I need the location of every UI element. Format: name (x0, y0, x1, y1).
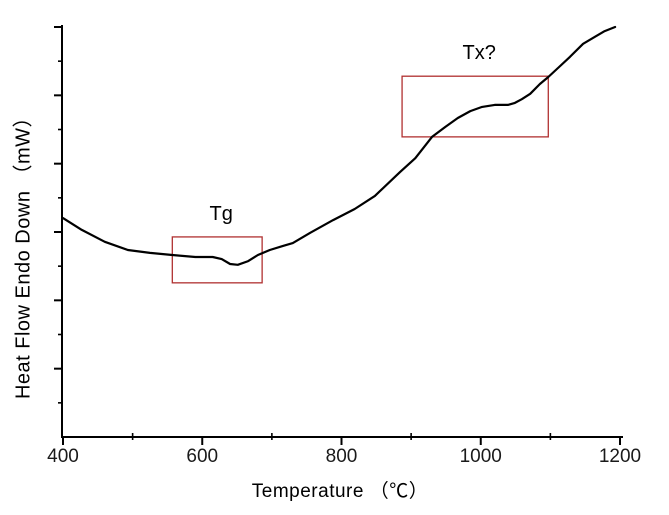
x-tick-label: 400 (47, 446, 79, 467)
tg-annotation-label: Tg (209, 202, 233, 225)
x-axis-title: Temperature （℃） (251, 481, 429, 502)
tx-annotation-label: Tx? (462, 42, 496, 65)
x-tick-label: 1200 (598, 446, 642, 467)
y-axis-title: Heat Flow Endo Down （mW） (12, 106, 35, 400)
dsc-curve (61, 25, 617, 266)
x-tick-label: 1000 (459, 446, 502, 467)
annotation-box (401, 75, 549, 138)
x-tick-label: 600 (186, 446, 219, 467)
annotation-box (171, 236, 263, 284)
x-tick-label: 800 (325, 446, 358, 467)
